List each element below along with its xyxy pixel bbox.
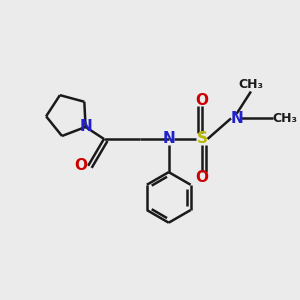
Text: N: N	[79, 119, 92, 134]
Text: CH₃: CH₃	[238, 78, 263, 91]
Text: O: O	[195, 170, 208, 185]
Text: S: S	[196, 131, 207, 146]
Text: N: N	[162, 131, 175, 146]
Text: CH₃: CH₃	[273, 112, 298, 125]
Text: O: O	[195, 93, 208, 108]
Text: N: N	[230, 111, 243, 126]
Text: O: O	[75, 158, 88, 173]
